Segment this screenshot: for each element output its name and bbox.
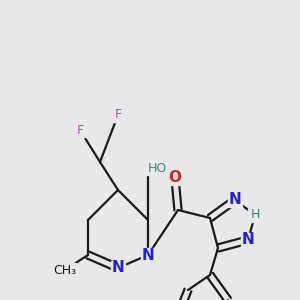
Bar xyxy=(137,161,159,175)
Bar xyxy=(241,233,255,247)
Text: N: N xyxy=(229,193,242,208)
Bar xyxy=(111,108,125,122)
Text: HO: HO xyxy=(148,161,167,175)
Text: F: F xyxy=(114,109,122,122)
Text: N: N xyxy=(142,248,154,262)
Text: CH₃: CH₃ xyxy=(53,263,76,277)
Bar xyxy=(111,261,125,275)
Text: N: N xyxy=(242,232,254,247)
Text: N: N xyxy=(112,260,124,275)
Bar xyxy=(73,123,87,137)
Bar xyxy=(248,208,262,222)
Text: H: H xyxy=(250,208,260,221)
Bar xyxy=(54,263,76,277)
Bar xyxy=(228,193,242,207)
Bar xyxy=(141,248,155,262)
Text: O: O xyxy=(169,170,182,185)
Bar xyxy=(168,171,182,185)
Text: F: F xyxy=(76,124,84,136)
